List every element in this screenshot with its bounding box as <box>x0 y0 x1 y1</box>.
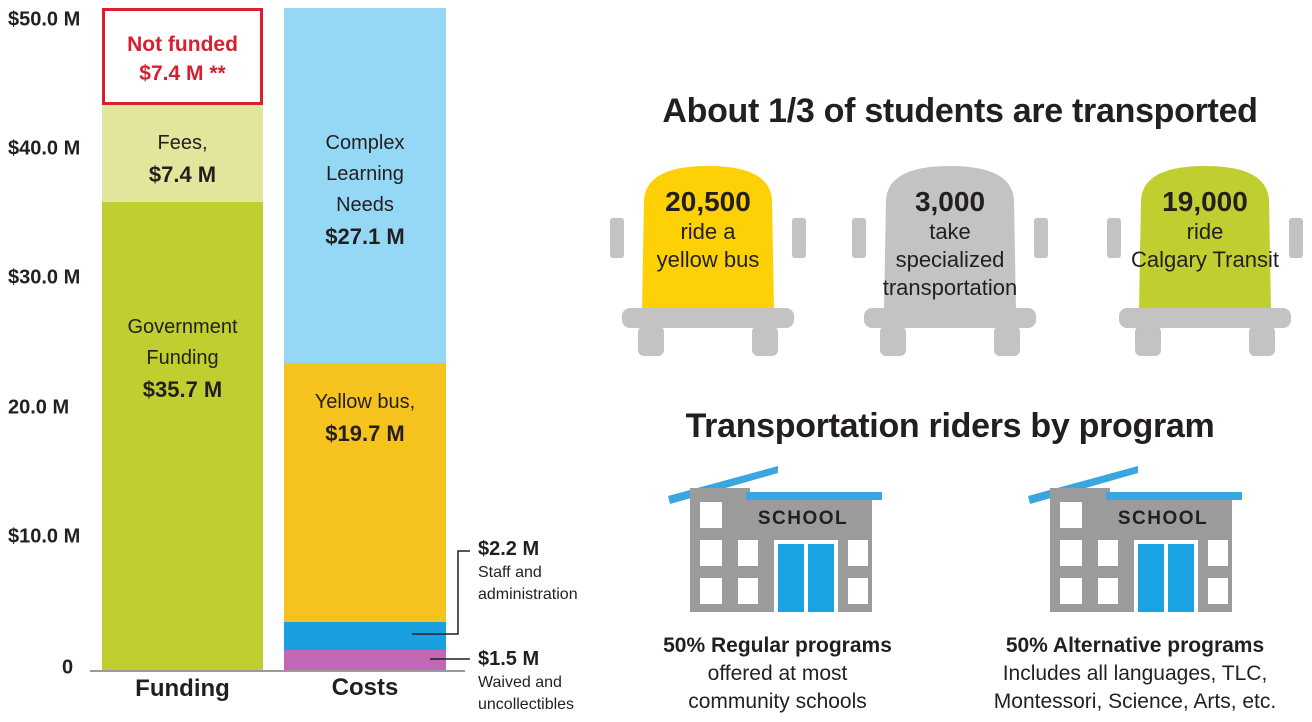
costs-segment-2 <box>284 363 446 622</box>
y-tick-label: $10.0 M <box>8 525 81 548</box>
programs-heading: Transportation riders by program <box>685 407 1215 445</box>
funding-segment-2 <box>102 8 263 106</box>
callout-leaders <box>412 550 470 660</box>
segment-value: $19.7 M <box>325 421 405 446</box>
y-tick-label: $40.0 M <box>8 137 81 160</box>
callout-text-waived: Waived and uncollectibles <box>478 674 575 713</box>
costs-segment-1 <box>284 621 446 651</box>
segment-value: $7.4 M <box>148 162 217 187</box>
callout-value-waived: $1.5 M <box>478 648 540 670</box>
x-tick-label-costs: Costs <box>331 674 399 701</box>
school-icon <box>1028 466 1242 612</box>
funding-segment-0 <box>102 202 263 670</box>
bus-caption-yellow: 20,500 ride a yellow bus <box>656 186 760 272</box>
bus-icon <box>852 166 1048 356</box>
program-caption-regular: 50% Regular programs offered at most com… <box>663 634 892 713</box>
bus-specialized <box>850 160 1050 360</box>
y-tick-label: 20.0 M <box>8 396 70 419</box>
segment-value: $27.1 M <box>325 224 405 249</box>
y-tick-label: $30.0 M <box>8 266 81 289</box>
costs-segment-0 <box>284 650 446 670</box>
school-regular: SCHOOL <box>660 460 890 620</box>
segment-label-fees: Fees, $7.4 M <box>102 128 263 190</box>
segment-value: $7.4 M ** <box>139 62 226 85</box>
x-axis-line <box>90 670 465 672</box>
segment-value: $35.7 M <box>142 377 223 402</box>
segment-label-complex-learning: Complex Learning Needs $27.1 M <box>284 128 446 252</box>
y-tick-label: 0 <box>62 656 74 679</box>
costs-segment-3 <box>284 8 446 364</box>
bus-yellow <box>608 160 808 360</box>
x-tick-label-funding: Funding <box>135 675 230 702</box>
school-icon <box>668 466 882 612</box>
segment-label-yellow-bus: Yellow bus, $19.7 M <box>284 387 446 449</box>
bus-icon <box>1107 166 1303 356</box>
callout-value-staff: $2.2 M <box>478 538 540 560</box>
program-caption-alternative: 50% Alternative programs Includes all la… <box>993 634 1277 713</box>
bus-caption-specialized: 3,000 take specialized transportation <box>882 186 1018 300</box>
callout-text-staff: Staff and administration <box>478 564 578 603</box>
y-tick-label: $50.0 M <box>8 8 81 31</box>
funding-segment-1 <box>102 105 263 203</box>
bus-transit <box>1105 160 1305 360</box>
segment-label-not-funded: Not funded $7.4 M ** <box>102 30 263 88</box>
school-alternative: SCHOOL <box>1020 460 1250 620</box>
school-sign: SCHOOL <box>1117 508 1209 529</box>
segment-label-government: Government Funding $35.7 M <box>102 312 263 405</box>
transport-heading: About 1/3 of students are transported <box>662 92 1258 130</box>
callout-leader-staff <box>412 550 470 635</box>
school-sign: SCHOOL <box>757 508 849 529</box>
bus-caption-transit: 19,000 ride Calgary Transit <box>1131 186 1279 272</box>
bus-icon <box>610 166 806 356</box>
